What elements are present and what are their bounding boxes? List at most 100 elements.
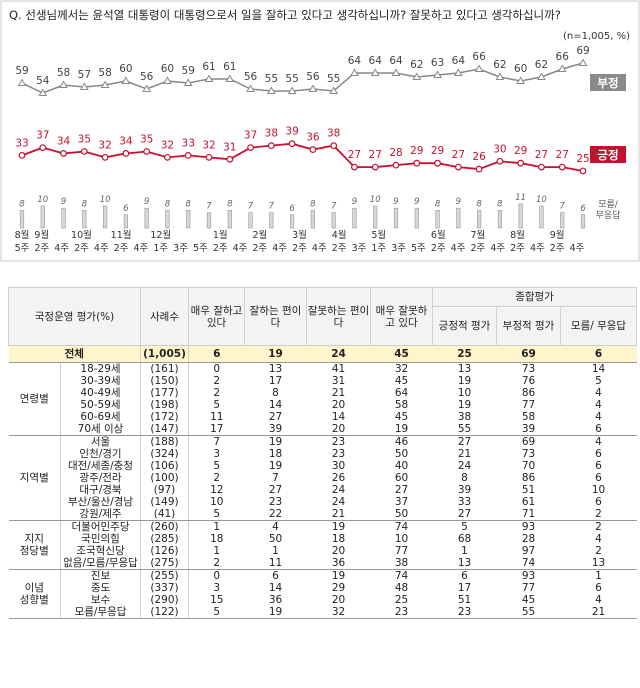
row-label: 18-29세 <box>60 362 141 375</box>
legend-negative-label: 부정 <box>597 76 618 90</box>
negative-data-label: 62 <box>410 59 423 71</box>
dontknow-bar <box>539 205 544 229</box>
negative-point <box>225 74 235 82</box>
row-value: 74 <box>370 520 433 533</box>
dontknow-data-label: 9 <box>456 197 461 207</box>
row-sample: (106) <box>140 460 189 472</box>
x-tick-month: 12월 <box>150 229 171 241</box>
row-value: 28 <box>521 533 536 545</box>
positive-point <box>517 159 525 167</box>
row-value: 23 <box>331 448 346 460</box>
row-value: 13 <box>432 557 497 570</box>
chart-note: (n=1,005, %) <box>563 31 630 42</box>
x-tick-week: 4주 <box>134 243 149 254</box>
row-value: 51 <box>457 594 472 606</box>
negative-point <box>412 72 422 80</box>
header-bad: 잘못하는 편이다 <box>306 287 371 346</box>
positive-line <box>21 142 584 172</box>
negative-data-label: 56 <box>306 71 320 83</box>
row-value: 6 <box>560 423 637 436</box>
row-value: 3 <box>213 448 221 460</box>
row-value: 13 <box>560 557 637 570</box>
row-value: 32 <box>370 362 433 375</box>
dontknow-data-label: 6 <box>123 204 129 214</box>
header-evaluation: 국정운영 평가(%) <box>8 287 141 346</box>
dontknow-data-label: 8 <box>497 199 503 209</box>
row-value: 11 <box>244 557 307 570</box>
row-value: 18 <box>210 533 224 545</box>
dontknow-data-label: 9 <box>414 197 419 207</box>
row-value: 13 <box>244 362 307 375</box>
dontknow-bar <box>331 212 336 229</box>
row-value: 23 <box>306 435 371 448</box>
row-sample: (198) <box>140 399 189 411</box>
positive-point <box>496 157 504 165</box>
row-sample: (255) <box>140 569 189 582</box>
row-value: 6 <box>560 345 637 363</box>
row-sample: (161) <box>140 362 189 375</box>
dontknow-bar <box>290 214 295 229</box>
legend-negative-swatch <box>590 74 626 91</box>
row-sample: (275) <box>140 557 189 570</box>
row-value: 2 <box>188 557 245 570</box>
row-value: 25 <box>432 345 497 363</box>
row-value: 50 <box>370 508 433 521</box>
dontknow-data-label: 8 <box>19 199 25 209</box>
positive-point <box>413 159 421 167</box>
negative-data-label: 57 <box>78 69 91 81</box>
negative-point <box>391 68 401 76</box>
positive-data-label: 27 <box>452 149 465 161</box>
positive-data-label: 26 <box>472 151 486 163</box>
negative-data-label: 61 <box>223 61 236 73</box>
row-value: 6 <box>432 569 497 582</box>
negative-data-label: 69 <box>576 45 589 57</box>
row-value: 36 <box>306 557 371 570</box>
row-sample: (97) <box>140 484 189 496</box>
row-label: 대전/세종/충청 <box>60 460 141 472</box>
negative-data-label: 60 <box>161 63 174 75</box>
positive-data-label: 27 <box>348 149 361 161</box>
negative-data-label: 54 <box>36 75 50 87</box>
row-value: 38 <box>457 411 472 423</box>
row-sample: (285) <box>140 533 189 545</box>
negative-data-label: 55 <box>265 73 278 85</box>
row-sample: (337) <box>140 582 189 594</box>
crosstab-table: 국정운영 평가(%) 사례수 매우 잘하고 있다 잘하는 편이다 잘못하는 편이… <box>8 287 638 619</box>
negative-data-label: 60 <box>514 63 527 75</box>
row-value: 69 <box>496 435 561 448</box>
header-positive: 긍정적 평가 <box>432 306 497 346</box>
dontknow-data-label: 8 <box>476 199 482 209</box>
x-tick-month: 6월 <box>431 229 446 241</box>
dontknow-data-label: 7 <box>269 202 275 212</box>
row-value: 10 <box>394 533 409 545</box>
negative-data-label: 63 <box>431 57 444 69</box>
row-value: 10 <box>457 387 472 399</box>
row-value: 36 <box>268 594 283 606</box>
row-value: 12 <box>210 484 224 496</box>
positive-data-label: 37 <box>244 130 257 142</box>
row-value: 8 <box>272 387 279 399</box>
negative-point <box>59 80 68 88</box>
row-value: 32 <box>306 606 371 619</box>
row-value: 21 <box>560 606 637 619</box>
dontknow-data-label: 7 <box>206 202 212 212</box>
row-value: 27 <box>432 508 497 521</box>
dontknow-data-label: 10 <box>536 195 547 205</box>
row-value: 19 <box>268 460 283 472</box>
positive-data-label: 32 <box>202 139 215 151</box>
x-tick-week: 4주 <box>312 243 327 254</box>
row-value: 6 <box>595 582 602 594</box>
row-value: 97 <box>521 545 536 557</box>
row-value: 19 <box>244 435 307 448</box>
row-value: 11 <box>210 411 224 423</box>
table-row: 국민의힘 (285) 18 50 18 10 68 28 4 <box>9 533 637 545</box>
x-tick-week: 2주 <box>470 243 485 254</box>
dontknow-bar <box>435 210 440 229</box>
dontknow-bar <box>186 210 191 229</box>
negative-data-label: 56 <box>140 71 154 83</box>
negative-point <box>557 64 567 72</box>
dontknow-data-label: 8 <box>435 199 441 209</box>
row-value: 21 <box>457 448 472 460</box>
x-tick-week: 5주 <box>411 243 426 254</box>
